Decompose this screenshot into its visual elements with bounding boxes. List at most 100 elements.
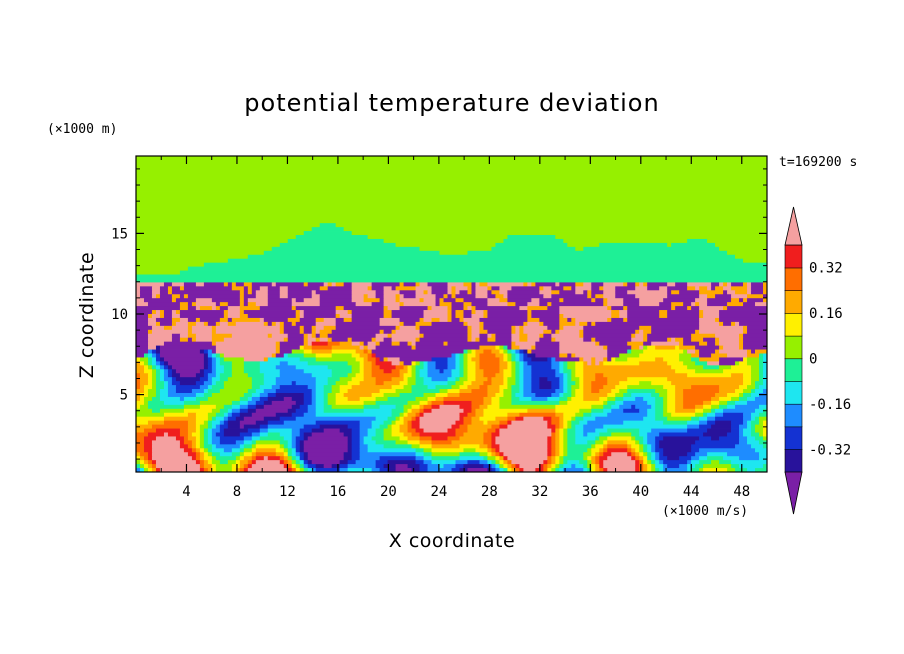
contour-cell <box>607 440 628 445</box>
contour-cell <box>451 317 460 323</box>
contour-cell <box>687 373 732 378</box>
contour-cell <box>367 235 508 240</box>
contour-cell <box>723 408 756 414</box>
contour-cell <box>239 290 245 295</box>
contour-cell <box>691 460 700 465</box>
contour-cell <box>595 416 644 422</box>
contour-cell <box>459 404 472 410</box>
contour-cell <box>447 377 456 382</box>
contour-cell <box>731 321 736 327</box>
contour-cell <box>587 468 592 473</box>
contour-cell <box>463 464 484 469</box>
contour-cell <box>203 448 209 453</box>
contour-cell <box>627 341 644 346</box>
contour-cell <box>595 440 604 445</box>
contour-cell <box>347 337 353 343</box>
contour-cell <box>323 389 333 394</box>
contour-cell <box>223 385 253 390</box>
contour-cell <box>467 286 472 291</box>
contour-cell <box>527 310 532 315</box>
contour-cell <box>327 377 341 382</box>
contour-cell <box>171 325 189 331</box>
contour-cell <box>575 246 584 252</box>
contour-cell <box>747 357 760 362</box>
contour-cell <box>627 452 632 457</box>
contour-cell <box>583 365 672 370</box>
contour-cell <box>723 412 744 418</box>
contour-cell <box>463 432 484 437</box>
contour-cell <box>459 452 480 457</box>
contour-cell <box>375 290 385 295</box>
contour-cell <box>567 389 572 394</box>
contour-cell <box>719 404 728 410</box>
contour-cell <box>619 381 640 386</box>
contour-cell <box>375 337 385 343</box>
contour-cell <box>515 393 524 398</box>
contour-cell <box>399 317 420 323</box>
contour-cell <box>195 317 201 323</box>
contour-cell <box>279 369 305 374</box>
contour-cell <box>563 456 584 461</box>
contour-cell <box>651 404 656 410</box>
contour-cell <box>395 389 412 394</box>
contour-cell <box>219 436 245 441</box>
contour-cell <box>391 432 404 437</box>
contour-cell <box>655 408 664 414</box>
contour-cell <box>323 404 333 410</box>
contour-cell <box>255 452 277 457</box>
contour-cell <box>575 282 584 287</box>
contour-cell <box>411 444 420 449</box>
contour-cell <box>671 337 676 343</box>
contour-cell <box>695 302 700 307</box>
contour-cell <box>467 321 480 327</box>
contour-cell <box>191 302 197 307</box>
contour-cell <box>487 290 492 295</box>
contour-cell <box>136 203 768 208</box>
contour-cell <box>291 302 321 307</box>
contour-cell <box>195 396 209 402</box>
contour-cell <box>471 290 476 295</box>
contour-cell <box>511 357 516 362</box>
contour-cell <box>739 361 748 366</box>
contour-cell <box>567 420 572 425</box>
contour-cell <box>299 428 313 433</box>
contour-cell <box>527 306 548 311</box>
contour-cell <box>191 448 197 453</box>
contour-cell <box>136 464 141 469</box>
contour-cell <box>659 393 668 398</box>
contour-cell <box>151 294 157 299</box>
contour-cell <box>255 408 289 414</box>
contour-cell <box>295 436 305 441</box>
contour-cell <box>355 349 365 354</box>
contour-cell <box>167 361 205 366</box>
contour-cell <box>763 353 768 358</box>
contour-cell <box>719 314 768 319</box>
contour-cell <box>583 396 600 402</box>
contour-cell <box>543 286 552 291</box>
contour-cell <box>731 286 748 291</box>
contour-cell <box>563 432 568 437</box>
contour-cell <box>683 337 692 343</box>
contour-cell <box>515 468 520 473</box>
contour-cell <box>499 290 508 295</box>
contour-cell <box>511 353 516 358</box>
contour-cell <box>247 286 253 291</box>
contour-cell <box>519 361 524 366</box>
contour-cell <box>575 428 584 433</box>
contour-cell <box>215 365 225 370</box>
contour-cell <box>136 175 768 181</box>
contour-cell <box>231 333 269 339</box>
y-tick-label: 5 <box>120 388 128 404</box>
contour-cell <box>167 365 173 370</box>
contour-cell <box>187 321 197 327</box>
contour-cell <box>223 337 285 343</box>
contour-cell <box>171 365 205 370</box>
contour-cell <box>271 282 277 287</box>
contour-cell <box>575 365 584 370</box>
contour-cell <box>607 444 628 449</box>
contour-cell <box>763 389 768 394</box>
contour-cell <box>639 381 652 386</box>
contour-cell <box>691 302 696 307</box>
contour-cell <box>719 436 740 441</box>
contour-cell <box>395 404 404 410</box>
